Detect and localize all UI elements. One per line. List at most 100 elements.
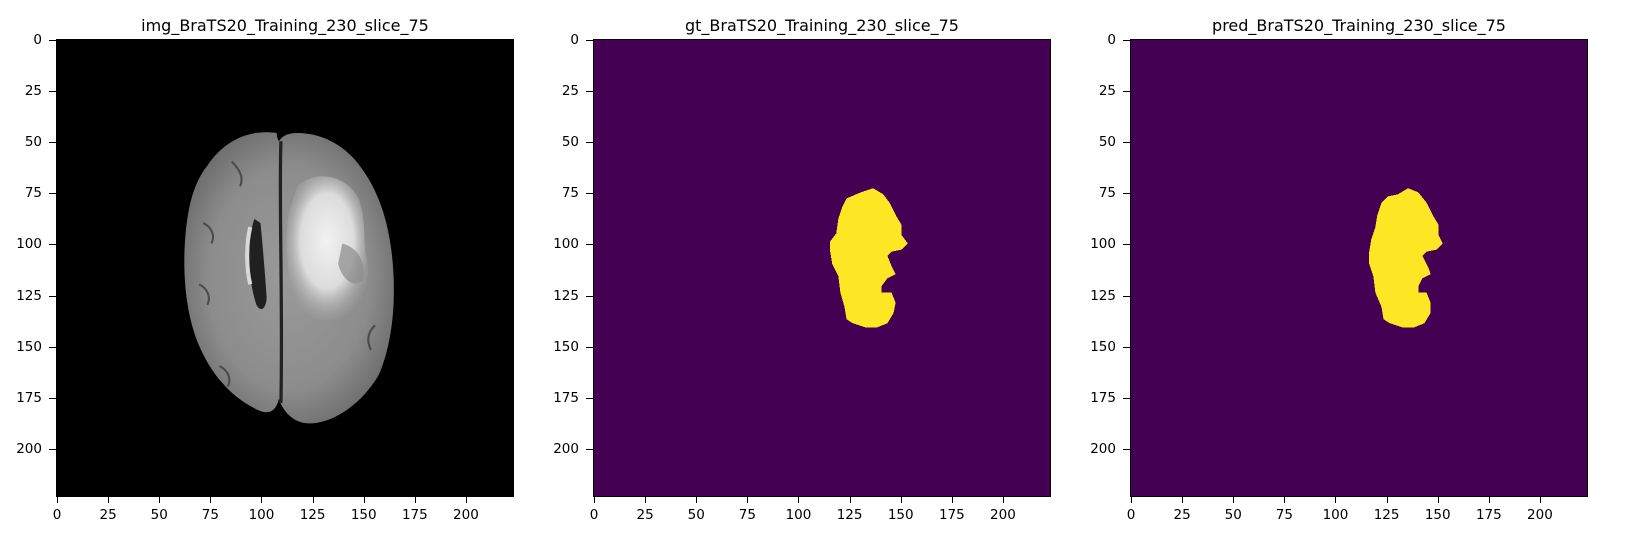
x-tick-mark — [1437, 497, 1439, 503]
y-tick-label: 25 — [1098, 83, 1116, 100]
y-tick-label: 75 — [24, 185, 42, 202]
x-tick-label: 175 — [401, 507, 428, 523]
x-tick-label: 100 — [785, 507, 812, 523]
panel-ground-truth: gt_BraTS20_Training_230_slice_75 0 25 50 75… — [537, 0, 1057, 539]
y-tick-label: 150 — [1090, 338, 1116, 355]
x-tick-mark — [210, 497, 212, 503]
x-tick-label: 50 — [150, 507, 168, 523]
y-tick-mark — [49, 40, 56, 42]
x-tick-label: 25 — [99, 507, 117, 523]
x-tick-mark — [1182, 497, 1184, 503]
x-tick-mark — [849, 497, 851, 503]
x-tick-label: 0 — [52, 507, 62, 523]
y-tick-label: 200 — [1090, 440, 1116, 457]
x-tick-label: 100 — [1322, 507, 1349, 523]
x-tick-label: 0 — [1126, 507, 1136, 523]
x-tick-label: 125 — [299, 507, 326, 523]
y-tick-label: 175 — [16, 389, 42, 406]
y-tick-label: 75 — [561, 185, 579, 202]
y-tick-mark — [49, 142, 56, 144]
y-tick-mark — [1123, 91, 1130, 93]
y-tick-label: 75 — [1098, 185, 1116, 202]
x-tick-label: 125 — [836, 507, 863, 523]
y-tick-mark — [49, 193, 56, 195]
y-tick-mark — [49, 346, 56, 348]
x-tick-mark — [1539, 497, 1541, 503]
y-tick-mark — [1123, 397, 1130, 399]
x-tick-mark — [1488, 497, 1490, 503]
x-tick-mark — [900, 497, 902, 503]
x-tick-mark — [1131, 497, 1133, 503]
x-tick-mark — [57, 497, 59, 503]
y-tick-mark — [1123, 193, 1130, 195]
y-tick-label: 125 — [553, 287, 579, 304]
x-tick-label: 50 — [1224, 507, 1242, 523]
x-tick-mark — [414, 497, 416, 503]
y-tick-label: 100 — [553, 236, 579, 253]
y-tick-mark — [586, 40, 593, 42]
y-tick-label: 25 — [24, 83, 42, 100]
x-tick-label: 75 — [1275, 507, 1293, 523]
y-tick-label: 25 — [561, 83, 579, 100]
x-tick-label: 0 — [589, 507, 599, 523]
y-tick-mark — [1123, 142, 1130, 144]
x-tick-mark — [696, 497, 698, 503]
x-tick-mark — [465, 497, 467, 503]
x-tick-label: 75 — [738, 507, 756, 523]
y-tick-mark — [586, 295, 593, 297]
y-tick-label: 200 — [16, 440, 42, 457]
x-tick-label: 75 — [201, 507, 219, 523]
y-tick-label: 50 — [1098, 134, 1116, 151]
y-tick-label: 0 — [1107, 32, 1116, 49]
x-tick-mark — [159, 497, 161, 503]
x-tick-mark — [747, 497, 749, 503]
x-tick-label: 175 — [1475, 507, 1502, 523]
x-tick-mark — [108, 497, 110, 503]
x-tick-mark — [798, 497, 800, 503]
y-tick-mark — [1123, 295, 1130, 297]
x-tick-label: 125 — [1373, 507, 1400, 523]
y-tick-mark — [586, 244, 593, 246]
x-tick-mark — [312, 497, 314, 503]
x-tick-label: 200 — [990, 507, 1016, 523]
y-tick-mark — [586, 193, 593, 195]
x-tick-label: 50 — [687, 507, 705, 523]
x-tick-mark — [1386, 497, 1388, 503]
panel-title: gt_BraTS20_Training_230_slice_75 — [685, 16, 959, 35]
y-tick-mark — [49, 244, 56, 246]
y-tick-label: 100 — [1090, 236, 1116, 253]
x-tick-label: 100 — [248, 507, 275, 523]
x-tick-mark — [645, 497, 647, 503]
y-tick-label: 50 — [561, 134, 579, 151]
x-tick-label: 175 — [938, 507, 965, 523]
y-tick-mark — [586, 346, 593, 348]
y-tick-label: 100 — [16, 236, 42, 253]
y-tick-mark — [49, 397, 56, 399]
mri-flair-slice-image — [56, 39, 514, 497]
x-tick-mark — [1335, 497, 1337, 503]
panel-title: img_BraTS20_Training_230_slice_75 — [141, 16, 429, 35]
ground-truth-tumor-mask — [593, 39, 1051, 497]
y-tick-label: 150 — [16, 338, 42, 355]
y-tick-label: 150 — [553, 338, 579, 355]
x-tick-mark — [594, 497, 596, 503]
y-tick-label: 200 — [553, 440, 579, 457]
predicted-tumor-mask — [1130, 39, 1588, 497]
x-tick-mark — [261, 497, 263, 503]
y-tick-label: 125 — [1090, 287, 1116, 304]
x-tick-label: 25 — [636, 507, 654, 523]
panel-image: img_BraTS20_Training_230_slice_75 — [0, 0, 520, 539]
y-tick-label: 125 — [16, 287, 42, 304]
x-tick-label: 25 — [1173, 507, 1191, 523]
y-tick-mark — [1123, 244, 1130, 246]
x-tick-mark — [1233, 497, 1235, 503]
x-tick-mark — [1284, 497, 1286, 503]
y-tick-mark — [586, 448, 593, 450]
y-tick-mark — [1123, 346, 1130, 348]
y-tick-mark — [1123, 448, 1130, 450]
x-tick-mark — [951, 497, 953, 503]
y-tick-mark — [49, 448, 56, 450]
y-tick-label: 0 — [570, 32, 579, 49]
y-tick-label: 175 — [553, 389, 579, 406]
y-tick-label: 175 — [1090, 389, 1116, 406]
